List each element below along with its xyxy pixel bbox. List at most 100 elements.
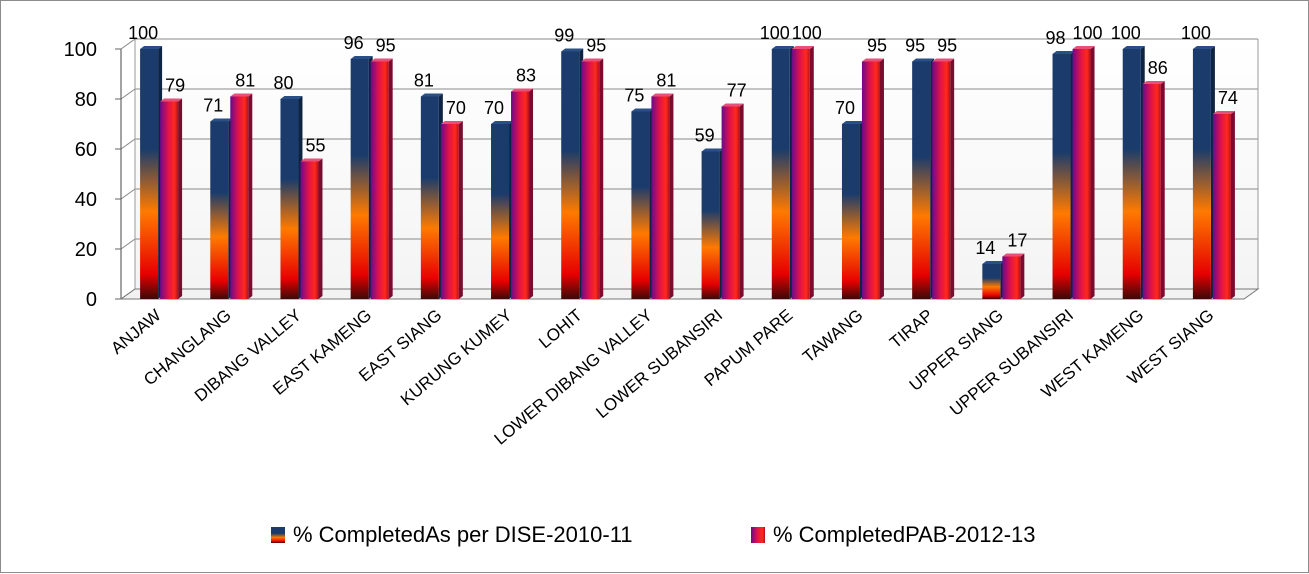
- bar-side: [1160, 81, 1165, 299]
- bar: [1212, 114, 1231, 299]
- bar-top: [581, 58, 604, 62]
- data-label: 100: [760, 23, 790, 43]
- bar-top: [1052, 51, 1075, 54]
- bar-top: [1072, 46, 1095, 49]
- bar: [280, 99, 299, 299]
- data-label: 95: [867, 36, 887, 56]
- bar-side: [178, 98, 183, 299]
- data-label: 81: [656, 71, 676, 91]
- legend-label: % CompletedAs per DISE-2010-11: [293, 522, 633, 547]
- bar-top: [561, 48, 584, 52]
- bar-top: [912, 58, 935, 62]
- data-label: 70: [835, 98, 855, 118]
- data-label: 100: [128, 23, 158, 43]
- y-tick-label: 60: [75, 139, 97, 161]
- bar: [791, 49, 810, 299]
- bar: [420, 96, 439, 299]
- bar-top: [210, 118, 233, 122]
- bar-side: [1090, 46, 1095, 299]
- bar-top: [932, 58, 955, 62]
- bar-side: [950, 58, 955, 299]
- bar-top: [841, 121, 864, 124]
- data-label: 98: [1046, 28, 1066, 48]
- bar-side: [669, 93, 674, 299]
- data-label: 86: [1148, 58, 1168, 78]
- bar-top: [1212, 111, 1235, 114]
- bar: [491, 124, 510, 299]
- bar-top: [370, 58, 393, 62]
- bar: [210, 121, 229, 299]
- data-label: 77: [727, 81, 747, 101]
- bar: [370, 61, 389, 299]
- bar-side: [529, 88, 534, 299]
- data-label: 81: [414, 71, 434, 91]
- y-tick-label: 0: [86, 289, 97, 311]
- bar-side: [1230, 111, 1235, 299]
- bar-top: [440, 121, 463, 124]
- bar: [300, 161, 319, 299]
- data-label: 95: [376, 36, 396, 56]
- bar: [581, 61, 600, 299]
- bar-top: [280, 96, 303, 99]
- data-label: 99: [554, 26, 574, 46]
- x-tick-label: LOWER SUBANSIRI: [592, 306, 726, 423]
- bar-side: [458, 121, 463, 299]
- bar: [1142, 84, 1161, 299]
- bar: [1192, 49, 1211, 299]
- data-label: 79: [165, 76, 185, 96]
- legend-swatch: [271, 527, 285, 543]
- bar: [841, 124, 860, 299]
- y-tick-label: 80: [75, 89, 97, 111]
- bar-top: [861, 58, 884, 62]
- bar-side: [248, 93, 253, 299]
- bar: [140, 49, 159, 299]
- bar-top: [721, 103, 744, 107]
- bar-top: [701, 148, 724, 152]
- data-label: 95: [586, 36, 606, 56]
- data-label: 83: [516, 66, 536, 86]
- data-label: 59: [695, 126, 715, 146]
- data-label: 100: [1181, 23, 1211, 43]
- bar-side: [739, 103, 744, 299]
- data-label: 100: [1111, 23, 1141, 43]
- data-label: 100: [792, 23, 822, 43]
- bar: [561, 51, 580, 299]
- data-label: 96: [344, 33, 364, 53]
- data-label: 80: [273, 73, 293, 93]
- bar: [230, 96, 249, 299]
- bar: [771, 49, 790, 299]
- bar: [912, 61, 931, 299]
- bar-top: [140, 46, 163, 49]
- bar: [861, 61, 880, 299]
- bar-side: [1020, 253, 1025, 299]
- data-label: 81: [235, 71, 255, 91]
- bar-top: [1142, 81, 1165, 84]
- bar: [701, 151, 720, 299]
- bar: [160, 101, 179, 299]
- bar: [1002, 256, 1021, 299]
- bar: [1122, 49, 1141, 299]
- data-label: 75: [624, 86, 644, 106]
- bar-side: [599, 58, 604, 299]
- bar-top: [651, 93, 674, 97]
- x-tick-label: LOHIT: [535, 306, 586, 353]
- bar: [721, 106, 740, 299]
- bar: [511, 91, 530, 299]
- data-label: 14: [975, 238, 995, 258]
- bar-top: [511, 88, 534, 92]
- bar-side: [318, 158, 323, 299]
- bar-top: [1122, 46, 1145, 49]
- legend-label: % CompletedPAB-2012-13: [773, 522, 1036, 547]
- bar: [631, 111, 650, 299]
- data-label: 100: [1073, 23, 1103, 43]
- x-tick-label: ANJAW: [107, 306, 164, 358]
- bar-top: [771, 46, 794, 49]
- bar: [982, 264, 1001, 299]
- bar-side: [388, 58, 393, 299]
- data-label: 74: [1218, 88, 1238, 108]
- bar: [932, 61, 951, 299]
- bar-side: [879, 58, 884, 299]
- x-tick-label: TIRAP: [886, 306, 937, 353]
- legend-swatch: [751, 527, 765, 543]
- bar-top: [350, 56, 373, 59]
